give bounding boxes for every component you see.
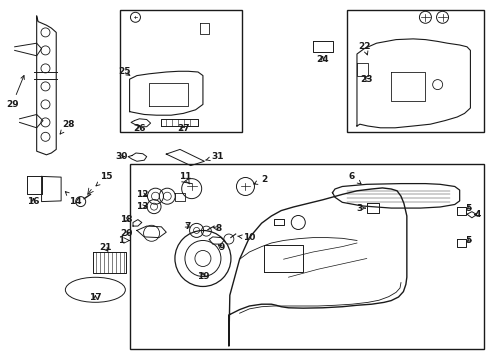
Text: 12: 12 — [135, 190, 148, 199]
Text: 13: 13 — [135, 202, 148, 211]
Text: 3: 3 — [356, 203, 365, 212]
Text: 29: 29 — [6, 76, 24, 109]
Text: 23: 23 — [360, 75, 372, 84]
Text: 10: 10 — [237, 233, 255, 242]
Text: 5: 5 — [465, 203, 470, 212]
Text: 4: 4 — [473, 210, 481, 219]
Text: 7: 7 — [183, 222, 190, 231]
Text: 17: 17 — [89, 292, 102, 302]
Text: 15: 15 — [96, 172, 113, 186]
Text: 16: 16 — [27, 197, 40, 206]
Text: 25: 25 — [118, 68, 131, 77]
Text: 22: 22 — [357, 41, 370, 55]
Text: 19: 19 — [196, 272, 209, 281]
Bar — [346, 10, 483, 132]
Text: 11: 11 — [178, 172, 191, 184]
Text: 31: 31 — [205, 152, 224, 161]
Text: 5: 5 — [465, 236, 470, 245]
Text: 6: 6 — [348, 172, 360, 184]
Text: 27: 27 — [177, 124, 189, 133]
Text: 24: 24 — [316, 55, 328, 64]
Text: 2: 2 — [253, 175, 266, 184]
Text: 26: 26 — [133, 124, 145, 133]
Text: 9: 9 — [218, 243, 224, 252]
Text: 21: 21 — [99, 243, 111, 252]
Text: 1: 1 — [118, 236, 124, 245]
Bar — [120, 10, 242, 132]
Text: 8: 8 — [213, 224, 222, 233]
Text: 14: 14 — [65, 192, 82, 206]
Text: 30: 30 — [115, 152, 127, 161]
Text: 28: 28 — [60, 120, 75, 134]
Text: 18: 18 — [120, 215, 132, 224]
Bar — [129, 164, 483, 349]
Text: 20: 20 — [120, 229, 132, 238]
